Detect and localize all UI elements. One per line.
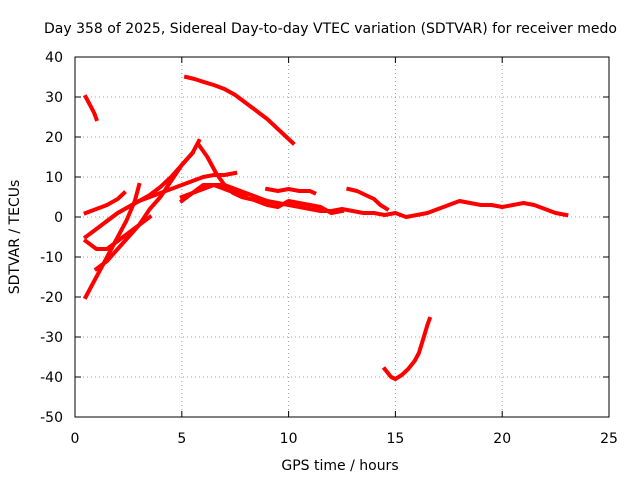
x-tick-label: 20 <box>493 431 511 447</box>
x-tick-label: 5 <box>177 431 186 447</box>
grid-lines <box>75 57 609 417</box>
y-tick-label: 20 <box>45 130 63 146</box>
y-tick-label: 40 <box>45 50 63 66</box>
y-tick-label: 0 <box>54 210 63 226</box>
x-tick-label: 25 <box>600 431 618 447</box>
series-arc-12 <box>254 198 345 215</box>
series-arc-14 <box>345 186 390 212</box>
x-tick-label: 0 <box>71 431 80 447</box>
y-tick-label: -40 <box>40 370 63 386</box>
chart-title: Day 358 of 2025, Sidereal Day-to-day VTE… <box>44 21 617 37</box>
x-axis-label: GPS time / hours <box>281 458 398 474</box>
y-axis-label: SDTVAR / TECUs <box>7 180 23 295</box>
x-tick-label: 10 <box>280 431 298 447</box>
y-tick-labels: -50 -40 -30 -20 -10 0 10 20 30 40 <box>40 50 63 426</box>
series-arc-3 <box>83 190 127 216</box>
y-tick-label: -10 <box>40 250 63 266</box>
series-arc-8 <box>93 150 196 272</box>
series-arc-2 <box>183 74 296 146</box>
y-tick-label: 10 <box>45 170 63 186</box>
plot-frame <box>74 56 610 418</box>
series-arc-9 <box>179 183 569 219</box>
y-tick-label: -30 <box>40 330 63 346</box>
y-tick-label: 30 <box>45 90 63 106</box>
y-tick-label: -20 <box>40 290 63 306</box>
series-arc-7 <box>104 170 238 224</box>
series-layer <box>82 74 569 381</box>
axis-ticks <box>74 56 610 418</box>
series-arc-15 <box>381 316 433 381</box>
series-arc-13 <box>264 186 317 196</box>
x-tick-label: 15 <box>386 431 404 447</box>
series-arc-1 <box>82 94 99 122</box>
x-tick-labels: 0 5 10 15 20 25 <box>71 431 618 447</box>
series-arc-11 <box>196 142 262 204</box>
y-tick-label: -50 <box>40 410 63 426</box>
